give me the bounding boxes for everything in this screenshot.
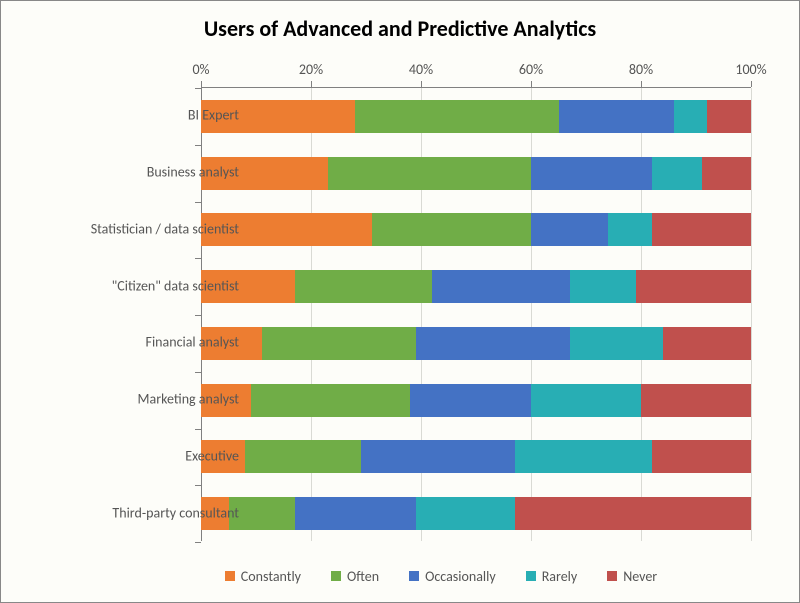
x-tick-label: 80% [629, 61, 653, 78]
bar-segment [416, 497, 515, 530]
x-axis: 0%20%40%60%80%100% [201, 59, 751, 85]
bar-segment [652, 213, 751, 246]
chart-title: Users of Advanced and Predictive Analyti… [1, 1, 799, 48]
legend-label: Never [623, 568, 657, 585]
bar-segment [245, 440, 361, 473]
bar-segment [262, 327, 416, 360]
bar-row [201, 327, 751, 360]
bar-segment [295, 270, 433, 303]
x-tick-label: 60% [519, 61, 543, 78]
category-label: Statistician / data scientist [19, 221, 239, 236]
bar-segment [608, 213, 652, 246]
bar-segment [295, 497, 416, 530]
bar-segment [702, 157, 752, 190]
bar-segment [416, 327, 570, 360]
legend-swatch [526, 571, 536, 581]
bar-segment [531, 213, 608, 246]
bar-row [201, 213, 751, 246]
legend-label: Occasionally [425, 568, 496, 585]
legend-label: Often [347, 568, 379, 585]
bar-segment [570, 327, 664, 360]
gridline [751, 88, 752, 541]
bar-segment [674, 100, 707, 133]
category-label: Business analyst [19, 164, 239, 179]
bar-segment [531, 157, 652, 190]
legend-label: Constantly [241, 568, 301, 585]
category-label: BI Expert [19, 108, 239, 123]
bar-row [201, 384, 751, 417]
bar-row [201, 497, 751, 530]
legend-item: Rarely [526, 568, 578, 585]
legend-item: Occasionally [409, 568, 496, 585]
category-label: Executive [19, 448, 239, 463]
legend-swatch [225, 571, 235, 581]
bar-segment [328, 157, 532, 190]
bar-segment [515, 497, 752, 530]
bar-segment [251, 384, 411, 417]
x-tick-label: 0% [192, 61, 209, 78]
legend-item: Never [607, 568, 657, 585]
category-label: Third-party consultant [19, 505, 239, 520]
bar-segment [570, 270, 636, 303]
legend-label: Rarely [542, 568, 578, 585]
category-label: "Citizen" data scientist [19, 278, 239, 293]
x-tick-label: 20% [299, 61, 323, 78]
bar-segment [432, 270, 570, 303]
legend-swatch [331, 571, 341, 581]
bar-segment [372, 213, 532, 246]
bar-segment [515, 440, 653, 473]
bar-segment [636, 270, 752, 303]
bar-segment [410, 384, 531, 417]
category-label: Financial analyst [19, 335, 239, 350]
chart-frame: Users of Advanced and Predictive Analyti… [0, 0, 800, 603]
bar-segment [641, 384, 751, 417]
bar-row [201, 270, 751, 303]
bar-segment [559, 100, 675, 133]
bar-segment [531, 384, 641, 417]
legend-swatch [409, 571, 419, 581]
x-tick-label: 100% [735, 61, 766, 78]
legend-item: Often [331, 568, 379, 585]
bar-segment [652, 157, 702, 190]
plot-area [201, 87, 751, 541]
bar-segment [361, 440, 515, 473]
bar-segment [652, 440, 751, 473]
legend-swatch [607, 571, 617, 581]
category-label: Marketing analyst [19, 391, 239, 406]
bar-segment [707, 100, 751, 133]
bar-segment [663, 327, 751, 360]
x-tick-label: 40% [409, 61, 433, 78]
bar-segment [355, 100, 559, 133]
bar-row [201, 100, 751, 133]
legend-item: Constantly [225, 568, 301, 585]
bar-row [201, 440, 751, 473]
bar-row [201, 157, 751, 190]
legend: Constantly Often Occasionally Rarely Never [121, 560, 761, 592]
